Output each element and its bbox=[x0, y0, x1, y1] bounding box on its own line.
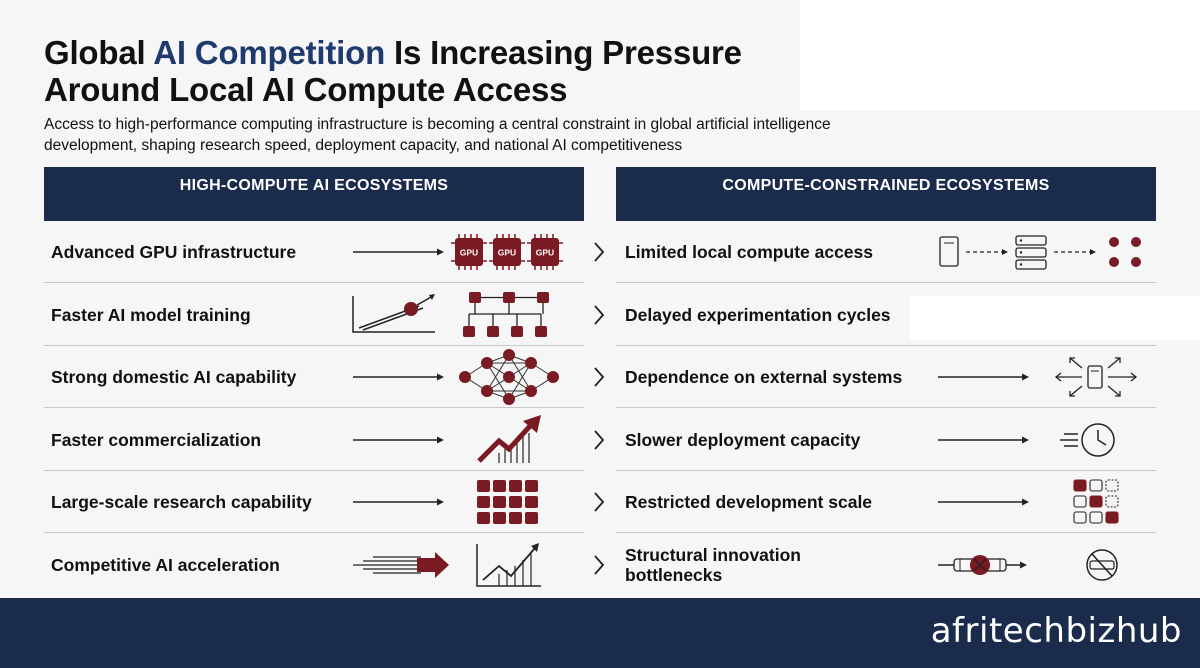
page-title: Global AI Competition Is Increasing Pres… bbox=[44, 34, 844, 108]
row-divider bbox=[616, 470, 1156, 471]
row-label: Faster AI model training bbox=[51, 305, 251, 325]
title-line-2: Around Local AI Compute Access bbox=[44, 71, 568, 108]
title-accent: AI Competition bbox=[153, 34, 386, 71]
growth-chart-icon bbox=[353, 415, 541, 463]
gpu-chip-label: GPU bbox=[498, 248, 516, 258]
footer-bar bbox=[0, 598, 1200, 668]
chevron-right-icon bbox=[594, 242, 605, 262]
server-flow-icon bbox=[939, 235, 1141, 270]
row-divider bbox=[616, 345, 1156, 346]
row-label: Slower deployment capacity bbox=[625, 430, 861, 450]
blank-icon-area bbox=[910, 296, 1200, 340]
right-row: Structural innovation bottlenecks bbox=[616, 534, 1156, 596]
left-row: Faster AI model training bbox=[44, 284, 584, 346]
left-row: Large-scale research capability bbox=[44, 471, 584, 533]
row-label: Strong domestic AI capability bbox=[51, 367, 297, 387]
row-label: Restricted development scale bbox=[625, 492, 873, 512]
chevron-right-icon bbox=[594, 492, 605, 512]
left-row: Faster commercialization bbox=[44, 409, 584, 471]
left-row: Strong domestic AI capability bbox=[44, 346, 584, 408]
row-divider bbox=[44, 345, 584, 346]
page-subtitle: Access to high-performance computing inf… bbox=[44, 116, 831, 154]
right-column-header: COMPUTE-CONSTRAINED ECOSYSTEMS bbox=[616, 167, 1156, 221]
chevron-right-icon bbox=[594, 367, 605, 387]
grid-blocks-icon bbox=[353, 480, 538, 524]
brand-logo: afritechbizhub bbox=[930, 611, 1182, 651]
left-row: Competitive AI acceleration bbox=[44, 534, 584, 596]
gpu-chip-label: GPU bbox=[460, 248, 478, 258]
row-label: Limited local compute access bbox=[625, 242, 874, 262]
right-row: Slower deployment capacity bbox=[616, 409, 1156, 471]
clock-icon bbox=[938, 423, 1115, 457]
external-device-icon bbox=[938, 357, 1138, 397]
row-label: Delayed experimentation cycles bbox=[625, 305, 891, 325]
row-label: Faster commercialization bbox=[51, 430, 262, 450]
row-divider bbox=[616, 407, 1156, 408]
title-part-2: Is Increasing Pressure bbox=[385, 34, 742, 71]
row-label: Dependence on external systems bbox=[625, 367, 903, 387]
neural-network-icon bbox=[353, 349, 559, 405]
row-label: Structural innovation bottlenecks bbox=[625, 545, 801, 585]
row-label: Advanced GPU infrastructure bbox=[51, 242, 297, 262]
acceleration-icon bbox=[353, 543, 541, 587]
title-part-1: Global bbox=[44, 34, 154, 71]
left-column-header: HIGH-COMPUTE AI ECOSYSTEMS bbox=[44, 167, 584, 221]
gpu-chip-label: GPU bbox=[536, 248, 554, 258]
gpu-chips-icon: GPU GPU GPU bbox=[353, 234, 563, 270]
row-divider bbox=[616, 532, 1156, 533]
chevron-right-icon bbox=[594, 430, 605, 450]
right-row: Limited local compute access bbox=[616, 221, 1156, 283]
row-divider bbox=[44, 532, 584, 533]
row-label: Large-scale research capability bbox=[51, 492, 312, 512]
blocked-pipe-icon bbox=[938, 549, 1118, 581]
row-divider bbox=[616, 282, 1156, 283]
row-divider bbox=[44, 282, 584, 283]
sparse-grid-icon bbox=[938, 479, 1119, 524]
left-row: Advanced GPU infrastructure GPU GPU GPU bbox=[44, 221, 584, 283]
chevron-right-icon bbox=[594, 305, 605, 325]
row-divider bbox=[44, 407, 584, 408]
right-row: Delayed experimentation cycles bbox=[616, 284, 1156, 346]
training-chart-icon bbox=[352, 292, 549, 337]
row-divider bbox=[44, 470, 584, 471]
row-label: Competitive AI acceleration bbox=[51, 555, 280, 575]
right-row: Dependence on external systems bbox=[616, 346, 1156, 408]
right-row: Restricted development scale bbox=[616, 471, 1156, 533]
background-patch bbox=[800, 0, 1200, 110]
chevron-right-icon bbox=[594, 555, 605, 575]
